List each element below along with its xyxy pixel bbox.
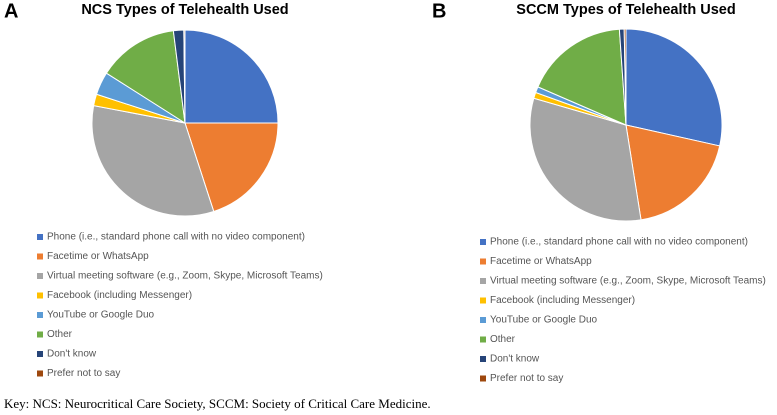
pie-slice [625, 124, 721, 221]
caption: Key: NCS: Neurocritical Care Society, SC… [4, 396, 431, 411]
legend-label: Facetime or WhatsApp [490, 256, 592, 267]
legend-swatch [37, 331, 43, 338]
chart-title: SCCM Types of Telehealth Used [516, 2, 735, 18]
legend-label: Virtual meeting software (e.g., Zoom, Sk… [490, 276, 766, 287]
panel-label: A [4, 0, 18, 22]
legend-label: Facebook (including Messenger) [47, 290, 192, 301]
pie-slice [183, 29, 186, 124]
legend-swatch [480, 278, 486, 284]
legend-swatch [37, 273, 43, 279]
legend-label: YouTube or Google Duo [47, 310, 155, 321]
pie-slice [184, 29, 279, 124]
legend-swatch [480, 336, 486, 343]
legend-label: Facetime or WhatsApp [47, 251, 149, 262]
legend-swatch [37, 292, 43, 299]
pie-slice [184, 122, 279, 213]
pie-slice [529, 97, 642, 222]
legend-swatch [37, 370, 43, 377]
pie-slice [623, 28, 627, 126]
pie-slice [91, 104, 215, 217]
legend-label: Other [47, 329, 73, 340]
legend-label: Don't know [47, 349, 97, 360]
panel-label: B [432, 0, 446, 22]
pie-slice [537, 28, 627, 126]
legend-swatch [37, 351, 43, 357]
legend-swatch [480, 356, 486, 362]
legend-swatch [480, 375, 486, 382]
legend-swatch [480, 258, 486, 265]
legend-label: Don't know [490, 354, 540, 365]
legend-swatch [37, 253, 43, 260]
legend-swatch [480, 317, 486, 323]
chart-title: NCS Types of Telehealth Used [81, 2, 288, 18]
pie-slice [625, 28, 723, 147]
legend-label: YouTube or Google Duo [490, 315, 598, 326]
legend-swatch [480, 297, 486, 304]
legend-label: Prefer not to say [47, 368, 120, 379]
legend-swatch [480, 239, 486, 245]
legend-label: Phone (i.e., standard phone call with no… [490, 237, 748, 248]
legend-swatch [37, 234, 43, 240]
legend-label: Virtual meeting software (e.g., Zoom, Sk… [47, 271, 323, 282]
legend-label: Prefer not to say [490, 373, 563, 384]
legend-label: Other [490, 334, 516, 345]
legend-label: Facebook (including Messenger) [490, 295, 635, 306]
legend-label: Phone (i.e., standard phone call with no… [47, 232, 305, 243]
legend-swatch [37, 312, 43, 318]
pie-slice [105, 30, 186, 124]
